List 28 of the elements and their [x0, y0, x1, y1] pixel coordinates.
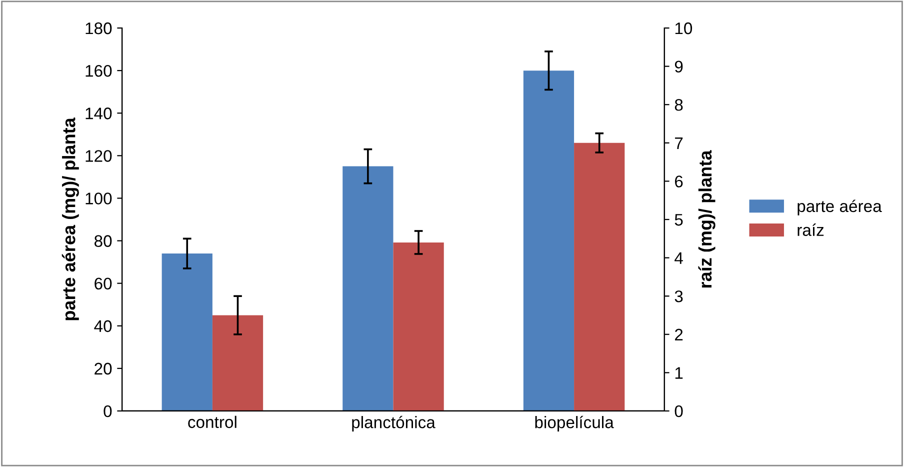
y-axis-title: parte aérea (mg)/ planta: [62, 118, 79, 320]
legend-label: parte aérea: [798, 200, 882, 216]
y2-tick-label: 6: [675, 176, 683, 188]
y-tick-label: 20: [94, 362, 112, 375]
y2-tick-label: 0: [674, 405, 683, 418]
y2-tick-label: 7: [675, 137, 683, 149]
y2-tick-label: 5: [674, 214, 683, 226]
y-tick-label: 180: [86, 22, 112, 34]
y2-tick-label: 8: [674, 99, 683, 111]
y-tick-label: 0: [104, 405, 112, 418]
y2-tick-label: 1: [675, 367, 683, 379]
y-tick-label: 40: [94, 320, 112, 332]
y2-axis-title: raíz (mg)/ planta: [698, 150, 716, 288]
y2-tick-label: 10: [675, 22, 692, 34]
y2-tick-label: 9: [674, 60, 683, 73]
y-tick-label: 160: [86, 64, 112, 77]
x-tick-label: control: [188, 416, 236, 428]
y-tick-label: 120: [86, 150, 112, 162]
y2-tick-label: 4: [674, 252, 683, 264]
y-tick-label: 60: [94, 278, 112, 290]
y2-tick-label: 3: [674, 290, 683, 302]
legend-label: raíz: [798, 224, 824, 236]
y-tick-label: 80: [94, 235, 112, 247]
x-tick-label: biopelícula: [535, 416, 614, 432]
y2-tick-label: 2: [675, 328, 683, 340]
y-tick-label: 140: [86, 108, 112, 120]
x-tick-label: planctónica: [352, 416, 436, 432]
y-tick-label: 100: [86, 192, 112, 204]
